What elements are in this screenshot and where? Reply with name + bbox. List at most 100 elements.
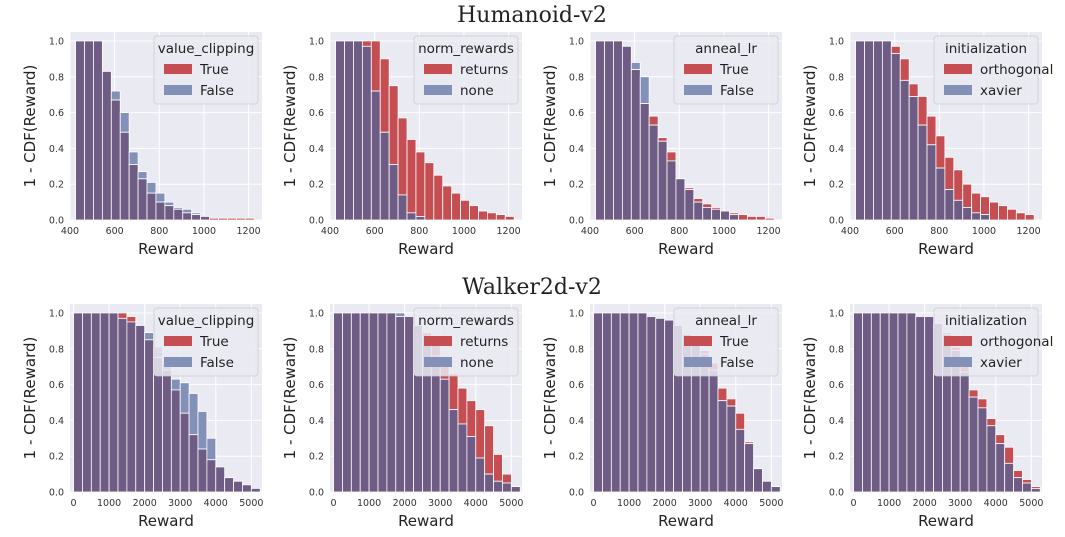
subplot: 0.0 0.2 0.4 0.6 0.8 1.0 400 600 800 1000 1200 Rewar… [21, 32, 262, 258]
x-tick-label: 3000 [428, 498, 452, 509]
subplot: 0.0 0.2 0.4 0.6 0.8 1.0 400 600 800 1000 1200 Rewar… [801, 32, 1053, 258]
bar-False [110, 90, 121, 101]
y-tick-label: 0.8 [309, 344, 324, 355]
legend-swatch [684, 85, 712, 95]
bar-returns [397, 117, 408, 196]
bar-orthogonal [1013, 470, 1023, 479]
bar-overlap [206, 459, 217, 493]
bar-orthogonal [944, 156, 955, 190]
bar-orthogonal [989, 201, 999, 221]
bar-overlap [619, 312, 630, 493]
y-tick-label: 1.0 [49, 36, 64, 47]
y-tick-label: 0.4 [829, 416, 844, 427]
bar-overlap [968, 396, 979, 493]
bar-overlap [908, 96, 919, 221]
legend-entry: False [200, 83, 234, 99]
y-tick-label: 0.6 [309, 108, 324, 119]
legend-swatch [944, 336, 972, 346]
bar-overlap [628, 312, 639, 493]
x-tick-label: 800 [670, 226, 688, 237]
legend-title: norm_rewards [418, 313, 514, 329]
bar-overlap [510, 486, 521, 493]
bar-overlap [361, 45, 372, 221]
bar-overlap [621, 45, 632, 221]
legend-entry: True [199, 62, 229, 78]
bar-returns [475, 409, 486, 459]
y-tick-label: 0.2 [569, 452, 584, 463]
y-tick-label: 0.6 [569, 380, 584, 391]
bar-orthogonal [998, 205, 1008, 221]
x-tick-label: 4000 [984, 498, 1008, 509]
bar-True [126, 316, 137, 323]
y-tick-label: 0.4 [569, 144, 584, 155]
y-tick-label: 0.8 [569, 344, 584, 355]
bar-returns [379, 58, 390, 133]
x-axis-label: Reward [918, 240, 974, 258]
bar-overlap [342, 312, 352, 493]
bar-returns [442, 185, 453, 221]
y-tick-label: 0.8 [49, 344, 64, 355]
y-axis-label: 1 - CDF(Reward) [541, 65, 559, 188]
bar-orthogonal [1006, 208, 1017, 221]
bar-True [693, 198, 704, 203]
x-axis-label: Reward [918, 512, 974, 530]
bar-overlap [448, 409, 459, 493]
x-tick-label: 5000 [1019, 498, 1043, 509]
bar-overlap [370, 90, 381, 221]
x-tick-label: 400 [61, 226, 79, 237]
bar-overlap [717, 400, 728, 493]
bar-overlap [84, 40, 94, 221]
bar-True [755, 216, 766, 221]
bar-overlap [655, 317, 666, 493]
bar-overlap [906, 312, 917, 493]
y-tick-label: 0.6 [829, 380, 844, 391]
x-tick-label: 800 [150, 226, 168, 237]
bar-overlap [466, 436, 477, 493]
bar-overlap [899, 79, 910, 221]
bar-overlap [593, 312, 603, 493]
bar-True [726, 398, 737, 407]
bar-returns [493, 453, 503, 482]
y-tick-label: 0.2 [309, 180, 324, 191]
bar-orthogonal [953, 169, 964, 201]
bar-overlap [333, 312, 343, 493]
legend-swatch [944, 357, 972, 367]
bar-overlap [890, 53, 901, 221]
bar-orthogonal [971, 192, 982, 214]
bar-overlap [395, 316, 406, 493]
bar-False [119, 112, 130, 133]
bar-overlap [735, 428, 746, 493]
bar-True [226, 217, 237, 221]
y-tick-label: 0.0 [49, 488, 64, 499]
bar-overlap [953, 199, 964, 221]
legend-entry: orthogonal [980, 334, 1053, 350]
legend-title: initialization [945, 41, 1027, 57]
legend: value_clipping True False [153, 307, 259, 377]
legend-entry: xavier [980, 83, 1022, 99]
y-tick-label: 0.4 [309, 416, 324, 427]
bar-overlap [144, 339, 154, 493]
bar-overlap [926, 144, 937, 221]
y-tick-label: 0.8 [569, 72, 584, 83]
bar-False [164, 201, 175, 207]
bar-overlap [855, 40, 865, 221]
x-tick-label: 1000 [192, 226, 216, 237]
subplot: 0.0 0.2 0.4 0.6 0.8 1.0 0 1000 2000 3000 4000 5000 R… [541, 304, 783, 530]
bar-returns [457, 387, 468, 425]
bar-overlap [977, 407, 988, 493]
x-tick-label: 1200 [1017, 226, 1041, 237]
y-tick-label: 1.0 [309, 308, 324, 319]
bar-overlap [475, 457, 486, 493]
bar-overlap [879, 312, 890, 493]
bar-True [717, 387, 728, 402]
bar-returns [484, 425, 494, 475]
bar-overlap [870, 312, 881, 493]
bar-overlap [137, 178, 148, 221]
y-tick-label: 0.2 [569, 180, 584, 191]
bar-overlap [335, 40, 345, 221]
bar-none [395, 312, 406, 317]
x-tick-label: 2000 [653, 498, 677, 509]
x-tick-label: 600 [106, 226, 124, 237]
bar-orthogonal [962, 183, 973, 208]
